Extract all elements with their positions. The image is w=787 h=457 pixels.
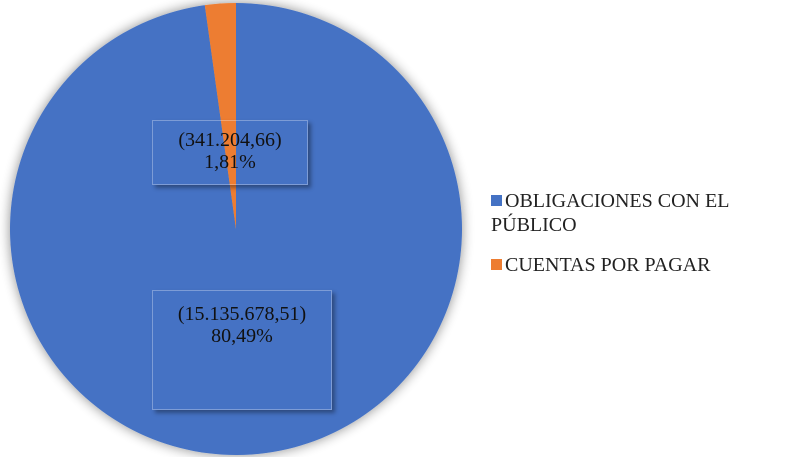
value-text: (341.204,66) [178, 129, 282, 151]
legend-swatch [491, 195, 502, 206]
data-label: (341.204,66) 1,81% [152, 120, 308, 185]
legend-entry: OBLIGACIONES CON EL PÚBLICO [491, 189, 776, 237]
percent-label: 80,49% [169, 325, 315, 347]
legend-text: OBLIGACIONES CON EL PÚBLICO [491, 190, 729, 236]
percent-text: 1,81% [204, 151, 256, 173]
legend-entry: CUENTAS POR PAGAR [491, 253, 787, 277]
data-label: (15.135.678,51) 80,49% [152, 290, 332, 410]
pie-slice [9, 3, 462, 455]
percent-label: 1,81% [161, 151, 299, 173]
value-label: (341.204,66) [161, 129, 299, 151]
pie-slice [204, 3, 236, 229]
percent-text: 80,49% [211, 325, 273, 347]
legend-swatch [491, 259, 502, 270]
value-text: (15.135.678,51) [177, 303, 307, 325]
legend-text: CUENTAS POR PAGAR [505, 254, 711, 276]
value-label: (15.135.678,51) [169, 303, 315, 325]
